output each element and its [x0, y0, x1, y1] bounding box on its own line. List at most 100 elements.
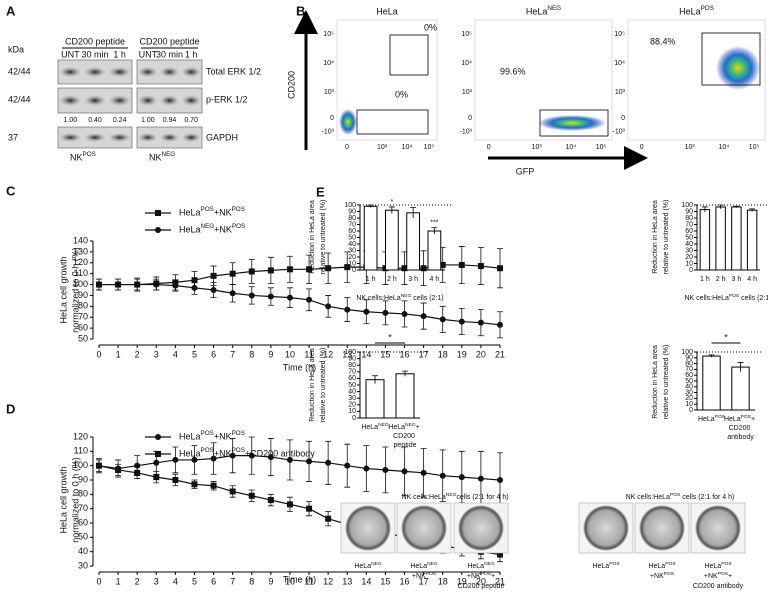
marker	[477, 475, 484, 482]
y-tick-label: -10³	[613, 128, 626, 135]
well-label: HeLaNEG	[354, 561, 382, 570]
x-tick-label: 3 h	[408, 276, 418, 283]
y-tick-label: 50	[78, 333, 88, 343]
marker	[306, 266, 313, 273]
y-tick-label: 30	[685, 389, 693, 396]
well-label: +NKPOS	[650, 571, 675, 580]
y-tick-label: 10⁴	[461, 60, 472, 67]
x-tick-label: 10	[285, 576, 295, 586]
quant-label: 1.00	[64, 117, 78, 124]
marker	[248, 492, 255, 499]
y-tick-label: 30	[78, 560, 88, 570]
y-tick-label: 50	[685, 378, 693, 385]
y-tick-label: 130	[73, 246, 88, 256]
marker	[325, 459, 332, 466]
marker	[344, 306, 351, 313]
band	[138, 66, 158, 78]
marker	[191, 277, 198, 284]
well-label: HeLaNEG	[467, 561, 495, 570]
x-tick-label: 0	[96, 349, 101, 359]
x-tick-label: 13	[342, 349, 352, 359]
marker	[420, 469, 427, 476]
marker	[420, 265, 427, 272]
x-tick-label: 10³	[532, 144, 543, 151]
x-tick-label: 10⁵	[596, 144, 607, 151]
gate	[701, 32, 761, 86]
y-tick-label: 10⁵	[614, 31, 625, 38]
marker	[172, 477, 179, 483]
y-tick-label: 90	[685, 208, 693, 215]
gate	[539, 109, 609, 137]
marker	[248, 292, 255, 299]
band	[138, 95, 158, 106]
marker	[401, 310, 408, 317]
x-tick-label: 4	[173, 576, 178, 586]
x-tick-label: 17	[419, 576, 429, 586]
y-tick-label: 20	[685, 254, 693, 261]
marker	[286, 266, 293, 273]
marker	[96, 281, 102, 288]
x-tick-label: 15	[380, 349, 390, 359]
y-tick-label: 60	[685, 228, 693, 235]
marker	[439, 261, 446, 268]
well-label: HeLaPOS	[648, 561, 676, 570]
band	[159, 66, 180, 78]
blot-header: CD200 peptide	[65, 36, 125, 46]
gate-percent: 0%	[395, 89, 408, 99]
y-tick-label: 90	[348, 208, 356, 215]
marker	[401, 468, 408, 475]
gate-percent: 88.4%	[650, 36, 676, 46]
error-bar	[701, 206, 708, 213]
plot-title: HeLaNEG	[526, 5, 561, 16]
x-tick-label: 5	[192, 349, 197, 359]
y-tick-label: 100	[681, 349, 693, 356]
y-tick-label: 10³	[324, 89, 335, 96]
plot-frame	[627, 19, 766, 141]
y-tick-label: 0	[689, 407, 693, 414]
x-tick-label: 20	[476, 576, 486, 586]
y-tick-label: 20	[348, 254, 356, 261]
marker	[115, 466, 122, 473]
x-tick-label: 8	[249, 349, 254, 359]
x-tick-label: 21	[495, 576, 505, 586]
error-bar	[708, 354, 715, 358]
y-tick-label: 70	[685, 221, 693, 228]
marker	[191, 481, 198, 488]
error-bar	[367, 204, 374, 208]
y-tick-label: 30	[348, 247, 356, 254]
panel-label: B	[296, 3, 305, 18]
y-axis-label: relative to untreated (%)	[663, 200, 670, 275]
marker	[458, 474, 465, 481]
x-tick-label: 4 h	[430, 276, 440, 283]
bar	[715, 206, 726, 271]
y-tick-label: 40	[78, 546, 88, 556]
significance: *	[388, 332, 392, 342]
x-tick-label: 10⁴	[402, 144, 413, 151]
x-tick-label: 16	[400, 576, 410, 586]
marker	[497, 265, 503, 272]
x-tick-label: 1	[116, 576, 121, 586]
x-tick-label: 21	[495, 349, 505, 359]
y-tick-label: 20	[685, 395, 693, 402]
y-tick-label: 110	[74, 268, 88, 278]
y-tick-label: 30	[685, 247, 693, 254]
y-tick-label: 60	[348, 228, 356, 235]
x-tick-label: 7	[230, 349, 235, 359]
x-tick-label: 2 h	[716, 276, 726, 283]
bar	[365, 379, 385, 419]
marker	[420, 313, 427, 320]
marker	[134, 281, 141, 288]
marker	[458, 261, 465, 268]
kda-header: kDa	[8, 44, 24, 54]
y-tick-label: 100	[344, 202, 356, 209]
x-tick-label: 8	[249, 576, 254, 586]
y-axis-label: Reduction in HeLa area	[309, 348, 316, 422]
band	[83, 95, 107, 106]
well-label: HeLaNEG	[410, 561, 438, 570]
legend-marker	[155, 210, 161, 216]
x-tick-label: 7	[230, 576, 235, 586]
lane-label: UNT	[139, 49, 158, 59]
y-tick-label: 10	[685, 260, 693, 267]
plot-title: HeLa	[376, 6, 398, 16]
x-tick-label: 10⁴	[566, 144, 577, 151]
